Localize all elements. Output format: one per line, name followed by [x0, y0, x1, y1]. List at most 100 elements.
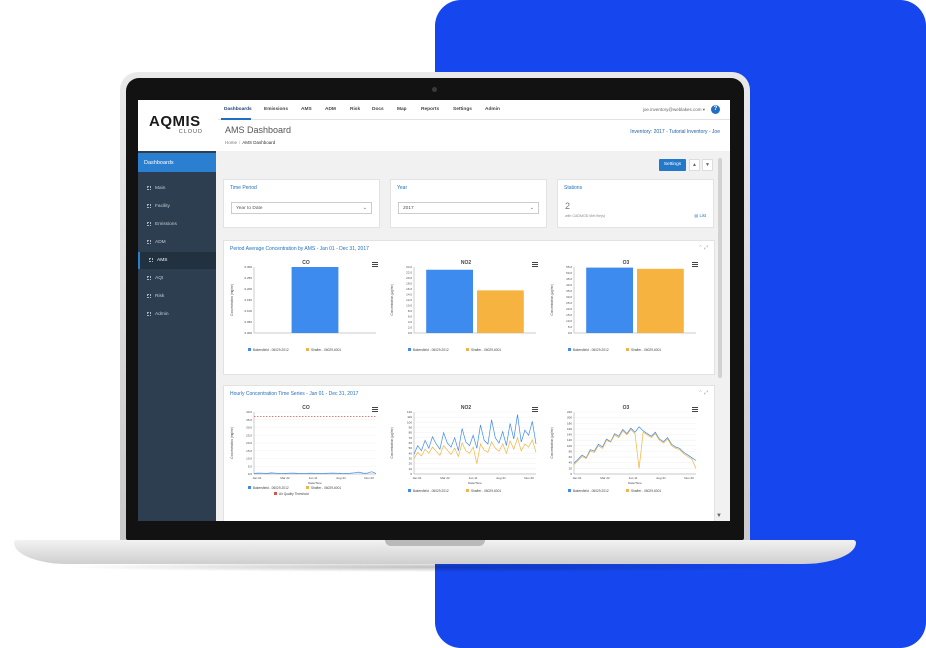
sidebar-item-label: Admin	[155, 312, 169, 317]
nav-reports[interactable]: Reports	[421, 107, 440, 112]
year-card: Year 2017 ⌄	[390, 179, 547, 228]
nav-docs[interactable]: Docs	[372, 107, 384, 112]
page-title: AMS Dashboard	[225, 125, 292, 135]
chart-menu-icon[interactable]	[532, 407, 538, 412]
time-period-select[interactable]: Year to Date ⌄	[231, 202, 372, 214]
y-tick-label: 0	[410, 472, 412, 476]
y-tick-label: 30.0	[566, 295, 572, 299]
legend-swatch	[306, 486, 309, 489]
y-tick-label: 5.0	[248, 464, 253, 468]
logo[interactable]: AQMIS CLOUD	[149, 114, 209, 135]
year-select[interactable]: 2017 ⌄	[398, 202, 539, 214]
breadcrumb: Home / AMS Dashboard	[225, 140, 276, 145]
series-line	[253, 471, 377, 474]
x-tick-label: Jun 11	[469, 476, 478, 480]
legend-swatch	[568, 348, 571, 351]
y-tick-label: 20.0	[406, 276, 412, 280]
time-period-value: Year to Date	[236, 206, 263, 211]
x-tick-label: Jun 11	[629, 476, 638, 480]
station-count: 2	[565, 201, 571, 211]
sidebar-item-label: Facility	[155, 204, 170, 209]
settings-button[interactable]: Settings	[659, 159, 686, 171]
y-tick-label: 220	[567, 410, 572, 414]
nav-settings[interactable]: Settings	[453, 107, 472, 112]
section-controls[interactable]: ⌃ ⤢	[698, 390, 708, 396]
nav-dashboards[interactable]: Dashboards	[224, 107, 252, 112]
legend-label: Air Quality Threshold	[279, 492, 309, 496]
grid-icon	[147, 294, 151, 298]
sidebar-item-aqi[interactable]: AQI	[138, 270, 216, 287]
y-tick-label: 0	[570, 472, 572, 476]
y-tick-label: 10.0	[406, 304, 412, 308]
x-tick-label: Jan 01	[412, 476, 421, 480]
y-tick-label: 0.250	[244, 276, 252, 280]
stations-list-link[interactable]: ▤ List	[694, 213, 706, 218]
scroll-down-icon[interactable]: ▼	[716, 513, 722, 519]
inventory-label[interactable]: Inventory: 2017 - Tutorial Inventory - J…	[630, 129, 720, 135]
sidebar-item-emissions[interactable]: Emissions	[138, 216, 216, 233]
chart-title: NO2	[461, 405, 472, 411]
legend-swatch	[568, 489, 571, 492]
sidebar-item-adm[interactable]: ADM	[138, 234, 216, 251]
logo-sub-text: CLOUD	[178, 129, 203, 135]
grid-icon	[149, 258, 153, 262]
scrollbar[interactable]	[718, 158, 722, 378]
user-menu[interactable]: joe.inventory@weblakes.com ▾	[642, 107, 705, 112]
nav-admin[interactable]: Admin	[485, 107, 500, 112]
y-tick-label: 60	[569, 455, 573, 459]
period-average-title: Period Average Concentration by AMS - Ja…	[230, 246, 369, 252]
logo-main-text: AQMIS	[149, 113, 201, 130]
sidebar-item-risk[interactable]: Risk	[138, 288, 216, 305]
legend-label: Shafter - 06029-6001	[631, 489, 661, 493]
chart-menu-icon[interactable]	[532, 262, 538, 267]
y-tick-label: 40	[409, 451, 413, 455]
collapse-down-button[interactable]: ▼	[702, 159, 713, 171]
y-tick-label: 6.0	[408, 315, 413, 319]
y-tick-label: 100	[407, 420, 412, 424]
y-tick-label: 0.000	[244, 331, 252, 335]
chart-title: O3	[623, 405, 630, 411]
x-tick-label: Mar 22	[280, 476, 290, 480]
chevron-down-icon: ⌄	[529, 205, 534, 211]
y-axis-label: Concentration (mg/m³)	[230, 427, 234, 459]
sidebar-header[interactable]: Dashboards	[138, 153, 216, 172]
legend-swatch	[466, 348, 469, 351]
chart-menu-icon[interactable]	[372, 407, 378, 412]
help-icon[interactable]: ?	[711, 105, 720, 114]
section-controls[interactable]: ⌃ ⤢	[698, 245, 708, 251]
sidebar-item-main[interactable]: Main	[138, 180, 216, 197]
legend-label: Shafter - 06029-6001	[631, 348, 661, 352]
sidebar-item-label: ADM	[155, 240, 166, 245]
chart-menu-icon[interactable]	[692, 407, 698, 412]
y-tick-label: 40.0	[566, 283, 572, 287]
sidebar-item-admin[interactable]: Admin	[138, 306, 216, 323]
hourly-series-title: Hourly Concentration Time Series - Jan 0…	[230, 391, 359, 397]
chart-menu-icon[interactable]	[692, 262, 698, 267]
y-tick-label: 80	[409, 431, 413, 435]
sidebar-item-facility[interactable]: Facility	[138, 198, 216, 215]
breadcrumb-home[interactable]: Home	[225, 140, 238, 145]
grid-icon	[147, 276, 151, 280]
nav-emissions[interactable]: Emissions	[264, 107, 288, 112]
chart-menu-icon[interactable]	[372, 262, 378, 267]
legend-label: Bakersfield - 06029-2012	[253, 348, 289, 352]
sidebar-item-label: AQI	[155, 276, 164, 281]
nav-risk[interactable]: Risk	[350, 107, 361, 112]
y-tick-label: 25.0	[246, 433, 252, 437]
y-tick-label: 110	[407, 415, 412, 419]
sidebar-item-ams[interactable]: AMS	[138, 252, 216, 269]
nav-map[interactable]: Map	[397, 107, 407, 112]
camera-icon	[432, 87, 437, 92]
legend-swatch	[248, 348, 251, 351]
nav-ams[interactable]: AMS	[301, 107, 312, 112]
nav-active-indicator	[221, 118, 251, 120]
top-nav: Dashboards Emissions AMS ADM Risk Docs M…	[218, 100, 730, 120]
chart-o3-line: O3 Concentration (µg/m³) 220 200 180 160 140 12…	[548, 402, 704, 521]
legend-label: Shafter - 06029-6001	[471, 348, 501, 352]
nav-adm[interactable]: ADM	[325, 107, 336, 112]
collapse-up-button[interactable]: ▲	[689, 159, 700, 171]
y-tick-label: 0.0	[248, 472, 253, 476]
x-tick-label: Jun 11	[309, 476, 318, 480]
y-tick-label: 15.0	[566, 313, 572, 317]
